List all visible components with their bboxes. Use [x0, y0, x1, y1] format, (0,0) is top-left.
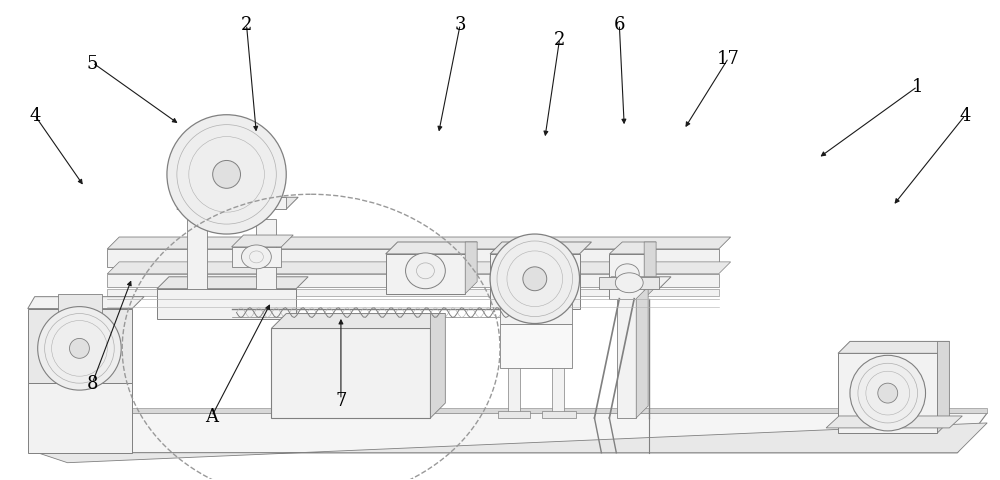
Polygon shape	[232, 236, 293, 248]
Ellipse shape	[850, 356, 926, 431]
Polygon shape	[430, 314, 445, 418]
Text: 2: 2	[241, 16, 252, 34]
Polygon shape	[826, 416, 962, 428]
Ellipse shape	[406, 253, 445, 289]
Polygon shape	[58, 294, 102, 314]
Ellipse shape	[38, 307, 121, 390]
Text: 4: 4	[960, 107, 971, 125]
Polygon shape	[500, 324, 572, 369]
Ellipse shape	[70, 339, 89, 359]
Polygon shape	[609, 254, 644, 299]
Ellipse shape	[523, 267, 547, 291]
Polygon shape	[107, 289, 719, 296]
Polygon shape	[38, 413, 987, 453]
Polygon shape	[508, 369, 520, 413]
Polygon shape	[157, 289, 296, 319]
Text: 6: 6	[614, 16, 625, 34]
Polygon shape	[490, 242, 591, 254]
Ellipse shape	[167, 116, 286, 235]
Polygon shape	[490, 254, 580, 309]
Text: 17: 17	[717, 49, 740, 68]
Polygon shape	[107, 263, 731, 274]
Polygon shape	[107, 274, 719, 287]
Polygon shape	[498, 411, 530, 418]
Polygon shape	[157, 277, 308, 289]
Polygon shape	[617, 299, 636, 418]
Polygon shape	[28, 384, 132, 453]
Polygon shape	[187, 220, 207, 289]
Polygon shape	[256, 220, 276, 289]
Polygon shape	[386, 254, 465, 294]
Polygon shape	[838, 342, 949, 354]
Polygon shape	[271, 329, 430, 418]
Polygon shape	[542, 411, 576, 418]
Polygon shape	[838, 354, 937, 433]
Polygon shape	[599, 277, 671, 289]
Polygon shape	[609, 242, 656, 254]
Ellipse shape	[213, 161, 241, 189]
Polygon shape	[38, 423, 987, 463]
Polygon shape	[177, 198, 286, 210]
Polygon shape	[465, 242, 477, 294]
Text: 8: 8	[87, 374, 98, 392]
Text: 5: 5	[87, 54, 98, 72]
Polygon shape	[107, 250, 719, 267]
Polygon shape	[599, 277, 659, 289]
Text: A: A	[205, 408, 218, 426]
Polygon shape	[644, 242, 656, 299]
Polygon shape	[28, 297, 144, 309]
Ellipse shape	[878, 384, 898, 403]
Polygon shape	[386, 242, 477, 254]
Polygon shape	[68, 408, 987, 413]
Polygon shape	[500, 302, 572, 324]
Polygon shape	[28, 309, 132, 384]
Polygon shape	[177, 198, 298, 210]
Text: 4: 4	[29, 107, 40, 125]
Polygon shape	[937, 342, 949, 433]
Ellipse shape	[615, 273, 643, 293]
Text: 1: 1	[912, 78, 923, 96]
Ellipse shape	[242, 245, 271, 269]
Text: 7: 7	[335, 391, 347, 409]
Ellipse shape	[615, 264, 639, 284]
Ellipse shape	[490, 235, 580, 324]
Polygon shape	[232, 248, 281, 267]
Polygon shape	[271, 314, 445, 329]
Polygon shape	[107, 238, 731, 250]
Text: 3: 3	[454, 16, 466, 34]
Polygon shape	[552, 369, 564, 413]
Text: 2: 2	[554, 31, 565, 48]
Polygon shape	[636, 287, 648, 418]
